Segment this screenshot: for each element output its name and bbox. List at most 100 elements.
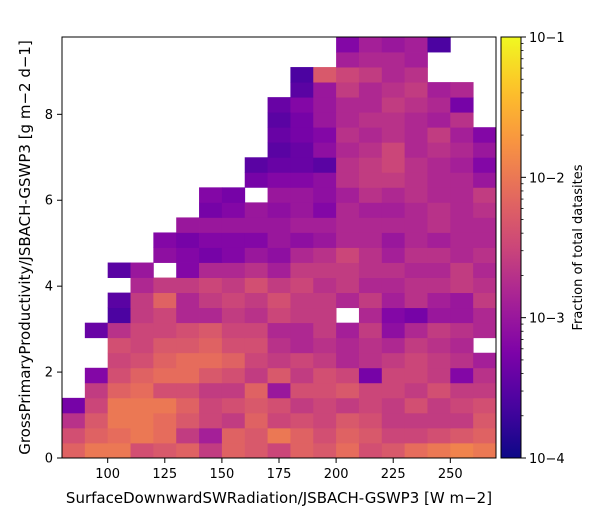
heatmap-cell	[381, 157, 406, 173]
heatmap-cell	[336, 337, 360, 354]
heatmap-cell	[290, 232, 314, 248]
heatmap-cell	[221, 262, 246, 278]
heatmap-cell	[199, 352, 223, 369]
heatmap-cell	[427, 97, 451, 113]
heatmap-cell	[290, 307, 314, 324]
heatmap-cell	[221, 337, 246, 354]
heatmap-cell	[450, 352, 474, 369]
heatmap-cell	[62, 397, 86, 414]
heatmap-cell	[313, 292, 337, 309]
heatmap-cell	[358, 52, 383, 68]
heatmap-cell	[290, 382, 314, 399]
heatmap-cell	[358, 307, 383, 324]
heatmap-cell	[84, 367, 109, 384]
y-tick-label: 8	[45, 108, 53, 123]
heatmap-cell	[267, 127, 291, 143]
heatmap-cell	[336, 292, 360, 309]
heatmap-cell	[427, 337, 451, 354]
heatmap-cell	[176, 247, 200, 263]
heatmap-cell	[267, 232, 291, 248]
heatmap-cell	[130, 412, 154, 429]
heatmap-cell	[313, 442, 337, 459]
heatmap-cell	[473, 217, 497, 233]
heatmap-cell	[336, 262, 360, 278]
heatmap-cell	[427, 217, 451, 233]
heatmap-cell	[84, 397, 109, 414]
heatmap-cell	[381, 322, 406, 339]
heatmap-cell	[381, 337, 406, 354]
heatmap-cell	[290, 157, 314, 173]
heatmap-cell	[199, 232, 223, 248]
heatmap-cell	[313, 277, 337, 294]
heatmap-cell	[313, 427, 337, 444]
heatmap-cell	[313, 247, 337, 263]
heatmap-cell	[404, 52, 428, 68]
heatmap-cell	[404, 382, 428, 399]
heatmap-cell	[450, 202, 474, 218]
heatmap-cell	[244, 262, 268, 278]
heatmap-cell	[176, 322, 200, 339]
heatmap-cell	[473, 367, 497, 384]
heatmap-cell	[358, 187, 383, 203]
heatmap-cell	[427, 187, 451, 203]
heatmap-cell	[153, 322, 177, 339]
heatmap-cell	[199, 367, 223, 384]
heatmap-cell	[404, 397, 428, 414]
heatmap-cell	[267, 397, 291, 414]
heatmap-cell	[176, 292, 200, 309]
heatmap-cell	[473, 172, 497, 188]
heatmap-cell	[473, 232, 497, 248]
heatmap-cell	[244, 352, 268, 369]
heatmap-cell	[290, 127, 314, 143]
heatmap-cell	[404, 67, 428, 83]
heatmap-cell	[176, 277, 200, 294]
heatmap-cell	[221, 322, 246, 339]
x-axis: 100 125 150 175 200 225 250	[95, 458, 463, 482]
heatmap-cell	[267, 322, 291, 339]
heatmap-cell	[427, 397, 451, 414]
heatmap-cell	[176, 397, 200, 414]
heatmap-cell	[199, 187, 223, 203]
heatmap-cell	[336, 442, 360, 459]
heatmap-cell	[381, 307, 406, 324]
x-tick-label: 250	[438, 467, 463, 482]
heatmap-cell	[221, 382, 246, 399]
heatmap-cell	[381, 67, 406, 83]
heatmap-cell	[358, 67, 383, 83]
heatmap-cell	[427, 157, 451, 173]
heatmap-cell	[267, 187, 291, 203]
heatmap-cell	[358, 337, 383, 354]
heatmap-cell	[404, 292, 428, 309]
heatmap-cell	[473, 262, 497, 278]
heatmap-cell	[404, 307, 428, 324]
heatmap-cell	[130, 427, 154, 444]
heatmap-cell	[313, 337, 337, 354]
heatmap-cell	[130, 367, 154, 384]
heatmap-cell	[267, 247, 291, 263]
heatmap-cell	[267, 172, 291, 188]
heatmap-cell	[153, 397, 177, 414]
heatmap-cell	[427, 412, 451, 429]
heatmap-cell	[290, 97, 314, 113]
heatmap-cell	[313, 262, 337, 278]
heatmap-cell	[404, 442, 428, 459]
heatmap-cell	[381, 112, 406, 128]
heatmap-cell	[358, 82, 383, 98]
heatmap-cell	[221, 412, 246, 429]
colorbar-tick-label: 10−2	[529, 171, 565, 186]
heatmap-cell	[290, 202, 314, 218]
heatmap-cell	[381, 292, 406, 309]
heatmap-cell	[199, 262, 223, 278]
heatmap-cell	[450, 322, 474, 339]
heatmap-cell	[221, 367, 246, 384]
heatmap-cell	[450, 217, 474, 233]
heatmap-cell	[358, 97, 383, 113]
heatmap-cell	[290, 427, 314, 444]
colorbar-axis: 10−4 10−3 10−2 10−1	[521, 31, 565, 467]
heatmap-cell	[450, 427, 474, 444]
heatmap-cell	[381, 97, 406, 113]
heatmap-cell	[427, 307, 451, 324]
heatmap-cell	[473, 307, 497, 324]
heatmap-cell	[336, 217, 360, 233]
y-tick-label: 6	[45, 194, 53, 209]
